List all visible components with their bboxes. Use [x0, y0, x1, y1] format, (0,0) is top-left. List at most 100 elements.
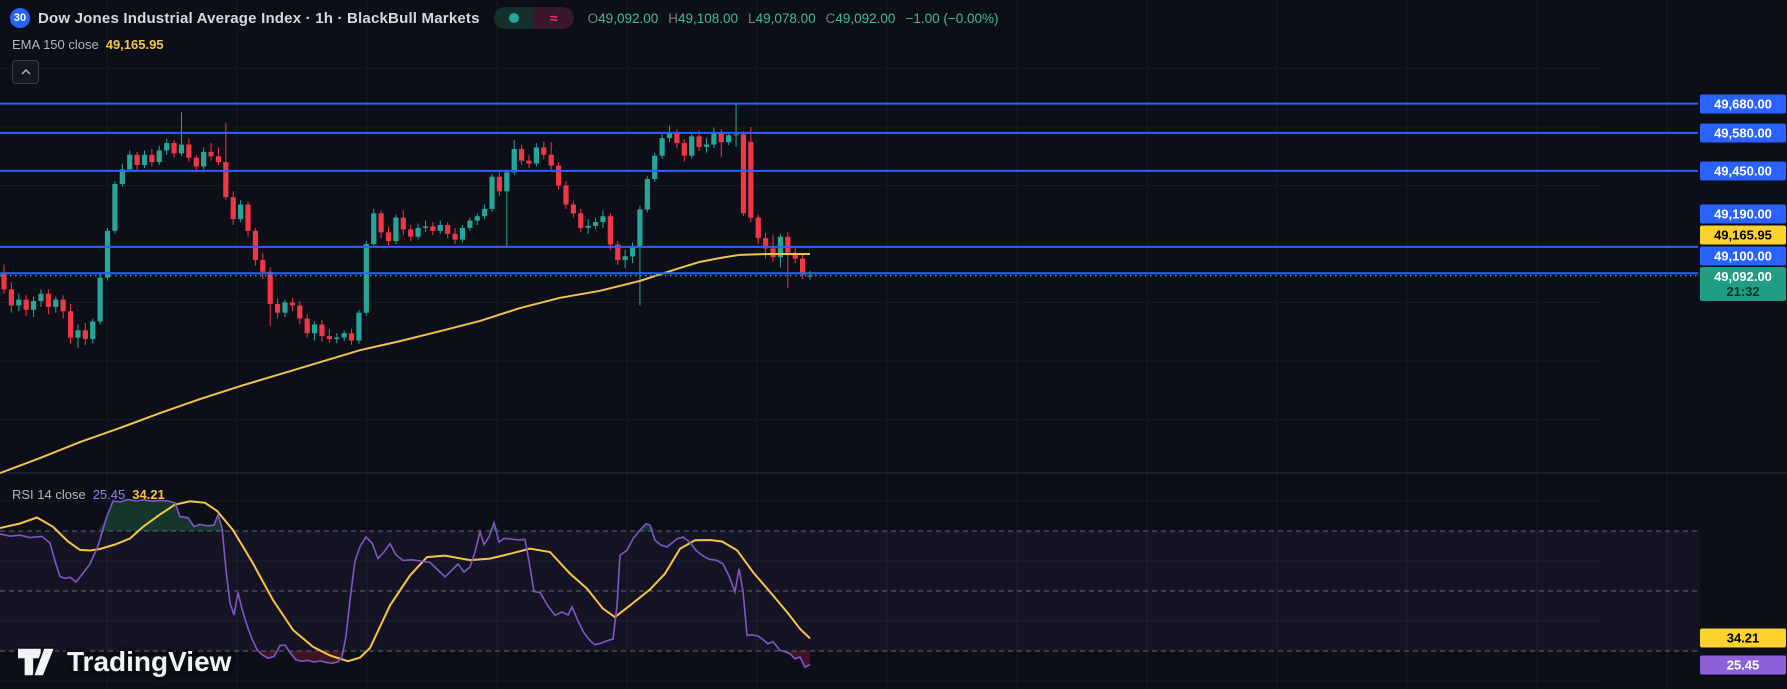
close-label: C: [825, 10, 836, 26]
current-price-value: 49,092.00: [1714, 269, 1772, 284]
candle-body: [356, 312, 362, 341]
notification-count-badge: 30: [10, 8, 30, 28]
candle-body: [548, 154, 554, 166]
candle-body: [408, 229, 414, 237]
candle-body: [666, 132, 673, 139]
candle-body: [238, 204, 244, 220]
candle-body: [260, 260, 266, 272]
candle-body: [459, 227, 466, 240]
candle-body: [193, 157, 199, 167]
candle-body: [8, 289, 14, 306]
candle-body: [541, 147, 547, 155]
candle-body: [371, 213, 377, 244]
candle-body: [289, 302, 295, 306]
candle-body: [186, 144, 192, 158]
candle-body: [90, 321, 96, 340]
low-value: 49,078.00: [755, 10, 816, 26]
candle-body: [1, 273, 7, 290]
rsi-legend-row[interactable]: RSI 14 close 25.45 34.21: [12, 487, 165, 502]
candle-body: [267, 271, 273, 304]
candle-body: [127, 154, 133, 170]
candle-body: [393, 217, 399, 242]
rsi-legend-label: RSI 14 close: [12, 487, 86, 502]
candle-body: [363, 244, 369, 313]
candle-body: [341, 333, 347, 338]
candle-body: [711, 132, 717, 145]
candle-body: [519, 148, 525, 161]
rsi-value-badge: 25.45: [1700, 655, 1786, 675]
candle-body: [38, 293, 44, 302]
candle-body: [53, 299, 59, 307]
candle-body: [348, 333, 355, 341]
ema-legend-row[interactable]: EMA 150 close 49,165.95: [12, 37, 164, 52]
market-status-pill[interactable]: ≈: [493, 7, 574, 29]
candle-body: [526, 160, 532, 164]
rsi-value-badge: 34.21: [1700, 628, 1786, 648]
high-label: H: [668, 10, 678, 26]
candle-body: [334, 337, 340, 340]
candle-body: [282, 302, 288, 313]
collapse-pane-button[interactable]: [12, 60, 39, 84]
candle-body: [82, 330, 88, 340]
candle-body: [504, 172, 510, 192]
candle-body: [785, 236, 791, 253]
candle-body: [304, 318, 310, 334]
candle-body: [467, 220, 473, 228]
candle-body: [644, 179, 650, 210]
price-level-badge: 49,580.00: [1700, 123, 1786, 143]
candle-body: [422, 226, 429, 228]
candle-body: [592, 222, 599, 226]
tradingview-logo[interactable]: TradingView: [15, 644, 231, 680]
candle-body: [578, 213, 584, 228]
candle-body: [696, 136, 702, 147]
candle-body: [511, 148, 517, 173]
rsi-line: [0, 498, 811, 669]
rsi-ma-legend-value: 34.21: [132, 487, 165, 502]
candle-body: [297, 305, 303, 319]
candle-body: [740, 134, 747, 214]
candle-body: [600, 216, 606, 223]
chart-legend-header[interactable]: 30 Dow Jones Industrial Average Index · …: [10, 7, 999, 29]
candle-body: [326, 336, 332, 340]
candle-body: [134, 154, 140, 166]
low-label: L: [748, 10, 756, 26]
candle-body: [215, 156, 222, 163]
candle-body: [637, 209, 643, 247]
candle-body: [474, 216, 480, 221]
candle-body: [385, 232, 392, 242]
symbol-title[interactable]: Dow Jones Industrial Average Index · 1h …: [38, 9, 480, 27]
candle-body: [585, 225, 591, 228]
bar-countdown: 21:32: [1726, 284, 1760, 299]
current-price-badge: 49,092.00 21:32: [1700, 267, 1786, 301]
candle-body: [689, 136, 695, 156]
close-value: 49,092.00: [835, 10, 896, 26]
candle-body: [415, 227, 421, 237]
candle-body: [201, 151, 207, 167]
candle-body: [104, 230, 111, 278]
candle-body: [30, 301, 37, 310]
candle-body: [496, 176, 503, 192]
candle-body: [230, 197, 236, 220]
high-value: 49,108.00: [677, 10, 739, 26]
candle-body: [141, 154, 148, 166]
candle-body: [378, 213, 384, 233]
market-open-dot-icon: [508, 13, 519, 23]
candle-body: [119, 169, 125, 185]
candle-body: [75, 330, 81, 338]
candle-body: [274, 303, 281, 313]
tradingview-logo-text: TradingView: [67, 646, 232, 677]
candle-body: [800, 258, 806, 275]
candle-body: [319, 324, 325, 337]
candle-body: [164, 143, 170, 151]
market-open-indicator: [493, 7, 534, 29]
open-label: O: [587, 10, 599, 26]
candle-body: [755, 217, 761, 239]
candle-body: [652, 155, 658, 180]
candle-body: [67, 311, 74, 338]
ema-legend-value: 49,165.95: [105, 37, 164, 52]
price-level-badge: 49,680.00: [1700, 94, 1786, 114]
delayed-data-indicator: ≈: [533, 7, 574, 29]
candle-body: [223, 162, 229, 198]
candle-body: [607, 216, 613, 245]
